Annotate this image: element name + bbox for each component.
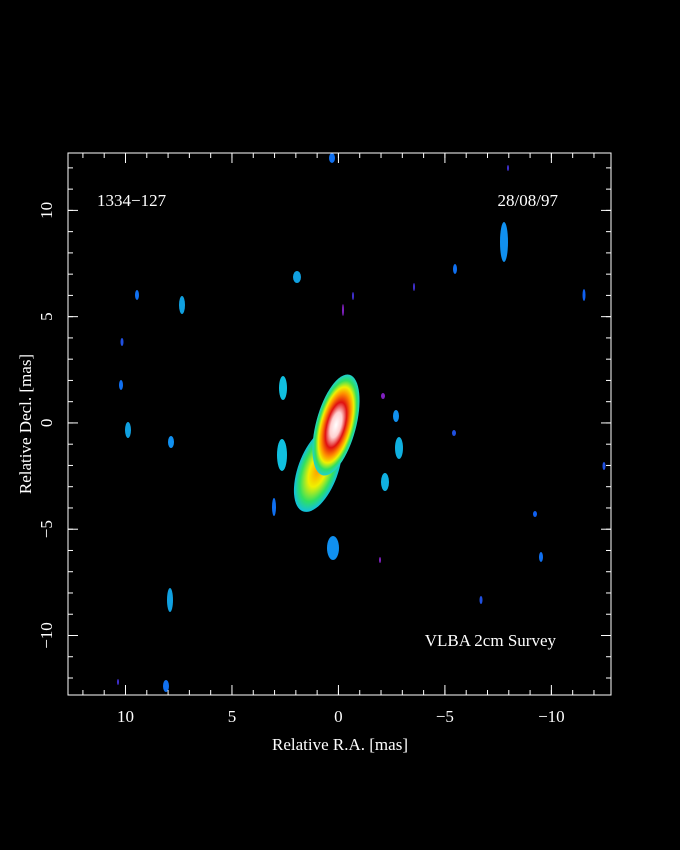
y-tick-label: −10 xyxy=(37,622,56,649)
y-tick-label: −5 xyxy=(37,520,56,538)
x-tick-label: 10 xyxy=(117,707,134,726)
source-image xyxy=(117,153,606,692)
survey-label: VLBA 2cm Survey xyxy=(425,631,557,650)
plot-frame xyxy=(67,152,612,696)
source-name: 1334−127 xyxy=(97,191,167,210)
y-tick-label: 0 xyxy=(37,419,56,428)
observation-date: 28/08/97 xyxy=(498,191,559,210)
y-axis-label: Relative Decl. [mas] xyxy=(16,354,35,494)
x-tick-label: −5 xyxy=(436,707,454,726)
y-tick-label: 10 xyxy=(37,202,56,219)
x-axis-label: Relative R.A. [mas] xyxy=(272,735,408,754)
x-tick-label: 5 xyxy=(228,707,237,726)
y-tick-label: 5 xyxy=(37,312,56,321)
x-tick-label: −10 xyxy=(538,707,565,726)
x-tick-label: 0 xyxy=(334,707,343,726)
